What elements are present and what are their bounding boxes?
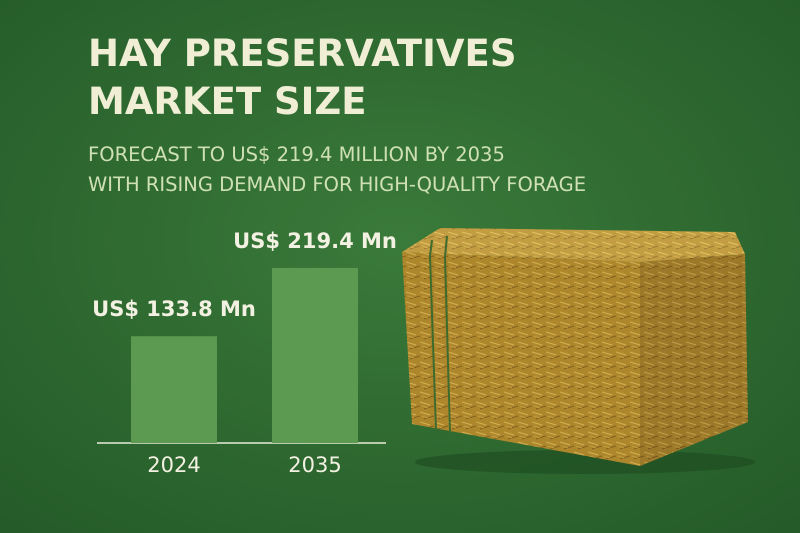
value-label: US$ 219.4 Mn: [233, 229, 397, 253]
bale-top-light: [402, 228, 745, 262]
twine: [428, 239, 437, 431]
bale-shadow: [415, 450, 755, 474]
subtitle-line: FORECAST TO US$ 219.4 MILLION BY 2035: [88, 143, 505, 166]
hay-bale: [402, 228, 755, 474]
title-line: MARKET SIZE: [88, 80, 367, 123]
bale-side: [640, 254, 748, 466]
value-label: US$ 133.8 Mn: [92, 297, 256, 321]
category-label: 2024: [147, 453, 200, 477]
bar: [131, 336, 217, 443]
bar: [272, 267, 358, 443]
bale-top: [402, 228, 745, 262]
bale-front: [402, 252, 640, 466]
bale-side-shade: [640, 254, 748, 466]
category-label: 2035: [288, 453, 341, 477]
title-line: HAY PRESERVATIVES: [88, 32, 516, 75]
subtitle-line: WITH RISING DEMAND FOR HIGH-QUALITY FORA…: [88, 173, 586, 196]
bale-front-shade: [402, 252, 640, 466]
twine: [443, 235, 451, 434]
